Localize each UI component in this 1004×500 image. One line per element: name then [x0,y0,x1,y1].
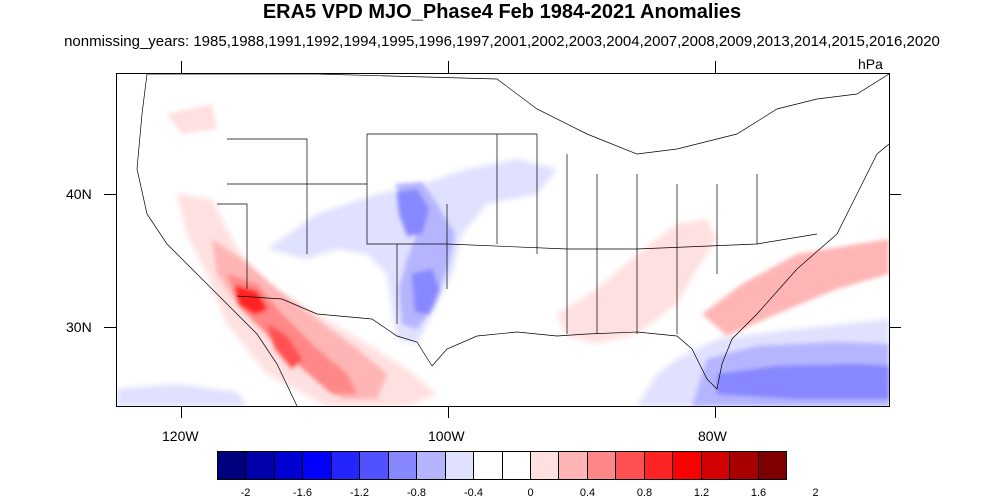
units-label: hPa [858,56,883,72]
lon-tick-120w-top [181,61,182,73]
colorbar-swatch [303,452,332,479]
lat-tick-30n-right [889,327,901,328]
colorbar-swatch [502,452,531,479]
colorbar-swatch [474,452,503,479]
colorbar-swatch [530,452,560,479]
colorbar-swatch [331,452,361,479]
colorbar-label: 1.2 [693,487,710,499]
lat-tick-40n-right [889,194,901,195]
colorbar-swatch [587,452,617,479]
colorbar-swatch [730,452,759,479]
lat-label-30n: 30N [66,319,92,335]
northwest-positive-anomaly [167,104,217,134]
colorbar [217,451,787,480]
southwest-positive-anomaly [177,194,437,406]
colorbar-swatch [360,452,389,479]
lat-tick-30n-left [104,327,116,328]
colorbar-label: -2 [240,487,251,499]
colorbar-swatch [616,452,645,479]
state-lines [217,133,818,334]
atlantic-negative-core [717,364,889,399]
lon-tick-80w-top [715,61,716,73]
colorbar-swatch [388,452,418,479]
lon-tick-100w-bottom [448,406,449,418]
colorbar-label: -1.6 [293,487,312,499]
map-title: ERA5 VPD MJO_Phase4 Feb 1984-2021 Anomal… [262,1,742,23]
colorbar-label: -0.4 [464,487,483,499]
anomaly-map [117,74,889,406]
southern-plains-negative-anomaly [395,182,455,329]
southern-california-positive-core [235,286,267,314]
lat-label-40n: 40N [66,186,92,202]
map-panel [116,73,890,407]
colorbar-swatch [218,452,247,479]
kansas-negative-core [397,189,429,236]
colorbar-swatch [701,452,731,479]
state-borders [136,74,889,406]
colorbar-swatch [246,452,275,479]
colorbar-label: -0.8 [407,487,426,499]
lon-label-100w: 100W [428,428,465,444]
colorbar-label: 1.6 [750,487,767,499]
baja-positive-core [267,324,302,369]
southwest-positive-band [212,239,387,399]
us-mexico-border [236,295,433,367]
colorbar-swatch [644,452,674,479]
colorbar-swatch [417,452,446,479]
canada-border [147,74,889,155]
colorbar-swatch [559,452,588,479]
negative-anomaly-field [117,159,889,406]
colorbar-label: 0.4 [579,487,596,499]
pacific-negative-anomaly [117,384,247,406]
texas-negative-core [412,269,439,314]
lon-tick-100w-top [448,61,449,73]
colorbar-label: -1.2 [350,487,369,499]
colorbar-swatch [274,452,304,479]
lon-label-120w: 120W [162,428,199,444]
lon-tick-80w-bottom [715,406,716,418]
colorbar-swatch [673,452,702,479]
lon-label-80w: 80W [698,428,727,444]
southeast-coast-positive-anomaly [702,239,889,336]
colorbar-label: 2 [812,487,819,499]
coastline-west [136,74,298,406]
colorbar-label: 0.8 [636,487,653,499]
lon-tick-120w-bottom [181,406,182,418]
colorbar-swatch [758,452,787,479]
colorbar-swatch [445,452,475,479]
lat-tick-40n-left [104,194,116,195]
map-subtitle: nonmissing_years: 1985,1988,1991,1992,19… [64,33,940,50]
colorbar-label: 0 [527,487,534,499]
gulf-coast [431,143,889,390]
